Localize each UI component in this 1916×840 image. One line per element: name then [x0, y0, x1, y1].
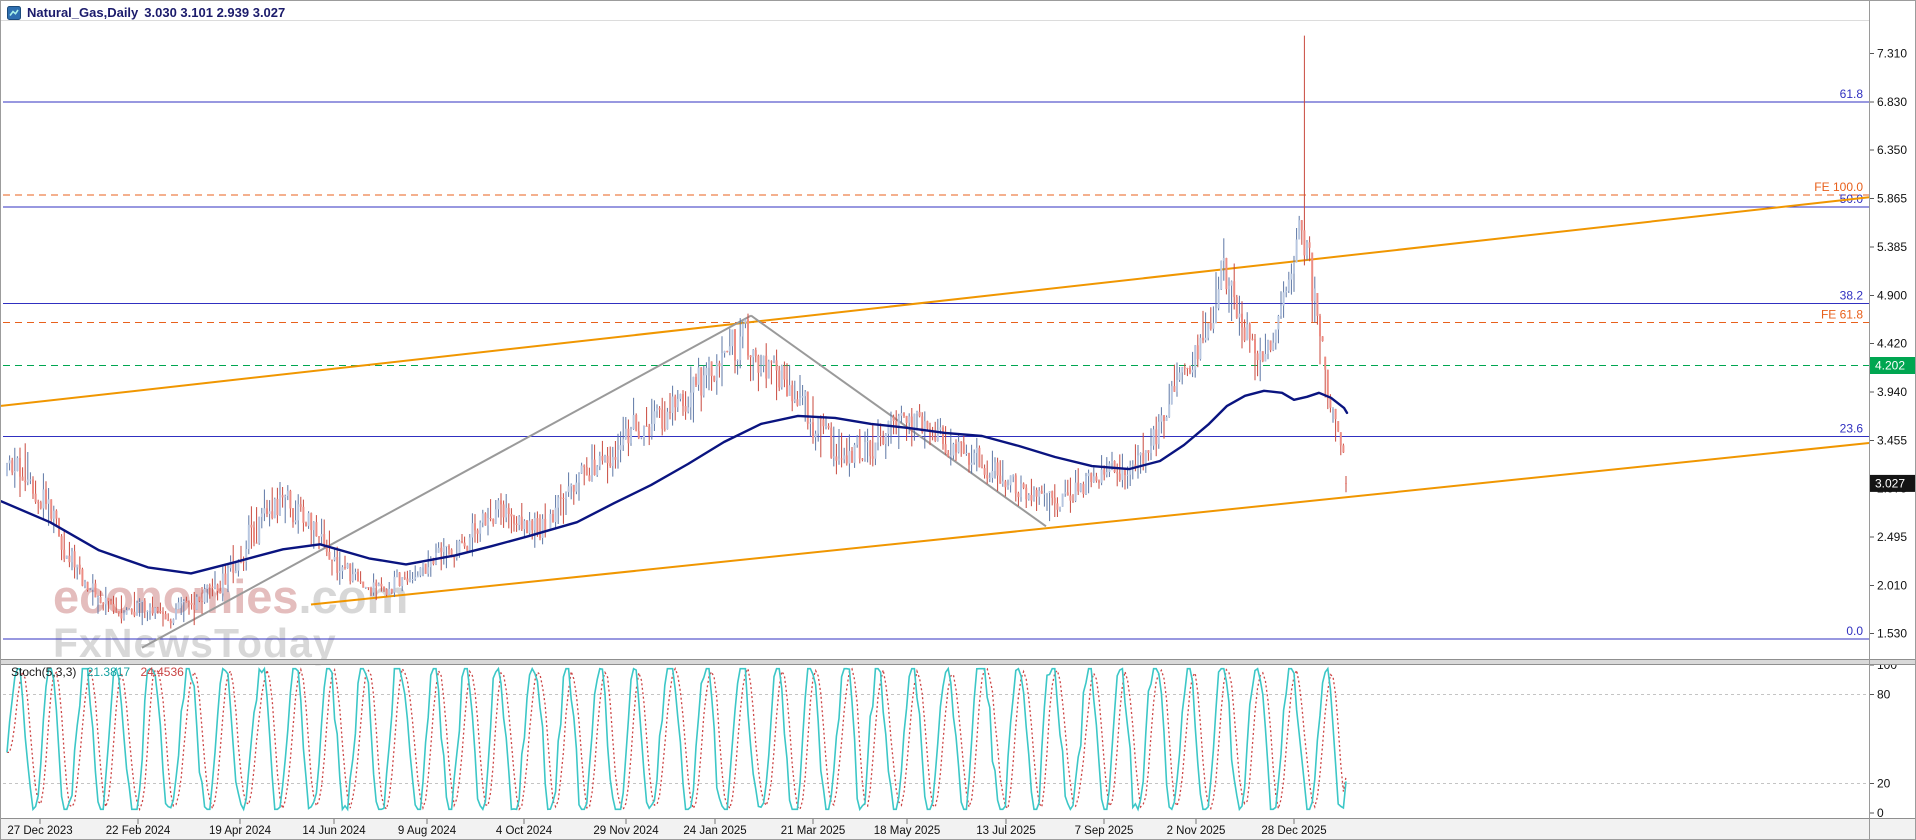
date-tick: 19 Apr 2024 — [209, 825, 272, 837]
watermark-subtitle: FxNewsToday — [53, 622, 408, 665]
svg-text:3.027: 3.027 — [1875, 476, 1905, 490]
level-label: FE 100.0 — [1814, 180, 1863, 194]
svg-text:80: 80 — [1877, 688, 1891, 702]
channel-upper-line[interactable] — [1, 196, 1870, 407]
price-tick: 3.940 — [1877, 385, 1907, 399]
date-tick: 22 Feb 2024 — [106, 825, 171, 837]
fib-levels: 61.8FE 100.050.038.2FE 61.823.60.0 — [3, 87, 1869, 640]
time-axis[interactable] — [1, 819, 1916, 840]
panel-splitter[interactable] — [1, 659, 1916, 665]
chart-icon — [7, 5, 21, 20]
date-tick: 4 Oct 2024 — [496, 825, 553, 837]
level-label: 38.2 — [1840, 289, 1864, 303]
level-price-badge: 4.202 — [1870, 357, 1915, 374]
price-tick: 4.420 — [1877, 337, 1907, 351]
date-tick: 2 Nov 2025 — [1167, 825, 1226, 837]
price-tick: 1.530 — [1877, 627, 1907, 641]
ohlc-values: 3.030 3.101 2.939 3.027 — [144, 5, 286, 20]
price-tick: 5.865 — [1877, 192, 1907, 206]
svg-text:20: 20 — [1877, 776, 1891, 790]
date-tick: 18 May 2025 — [874, 825, 941, 837]
trend-up-line[interactable] — [141, 314, 752, 649]
date-tick: 24 Jan 2025 — [683, 825, 746, 837]
stochastic-name: Stoch(5,3,3) — [11, 665, 77, 679]
moving-average-line — [1, 389, 1349, 575]
price-tick: 4.900 — [1877, 289, 1907, 303]
stochastic-k-line — [6, 666, 1347, 812]
svg-text:4.202: 4.202 — [1875, 359, 1905, 373]
price-tick: 3.455 — [1877, 434, 1907, 448]
price-axis[interactable] — [1870, 1, 1916, 818]
date-tick: 28 Dec 2025 — [1261, 825, 1326, 837]
chart-plot-area[interactable] — [3, 21, 1869, 659]
stochastic-panel[interactable] — [3, 665, 1869, 813]
level-label: FE 61.8 — [1821, 308, 1863, 322]
date-tick: 21 Mar 2025 — [781, 825, 846, 837]
current-price-badge: 3.027 — [1870, 474, 1915, 492]
date-tick: 14 Jun 2024 — [302, 825, 366, 837]
date-tick: 29 Nov 2024 — [593, 825, 659, 837]
candlestick-series — [6, 35, 1347, 629]
price-tick: 6.830 — [1877, 95, 1907, 109]
date-tick: 13 Jul 2025 — [976, 825, 1035, 837]
stochastic-k-value: 21.3817 — [86, 665, 131, 679]
price-axis-labels: 7.310 6.830 6.350 5.865 5.385 4.900 4.420 3.940… — [1869, 47, 1907, 641]
stochastic-d-value: 24.4536 — [140, 665, 184, 679]
price-tick: 2.010 — [1877, 578, 1907, 592]
price-tick: 2.495 — [1877, 530, 1907, 544]
date-tick: 9 Aug 2024 — [398, 825, 457, 837]
price-tick: 6.350 — [1877, 143, 1907, 157]
symbol-timeframe-label: Natural_Gas,Daily — [27, 5, 139, 20]
chart-title: Natural_Gas,Daily 3.030 3.101 2.939 3.02… — [7, 5, 285, 20]
date-tick: 27 Dec 2023 — [7, 825, 72, 837]
price-tick: 5.385 — [1877, 240, 1907, 254]
time-axis-labels: 27 Dec 2023 22 Feb 2024 19 Apr 2024 14 Jun … — [7, 819, 1327, 837]
level-label: 61.8 — [1840, 87, 1864, 101]
channel-lower-line[interactable] — [310, 442, 1870, 606]
level-label: 23.6 — [1840, 421, 1864, 435]
price-tick: 7.310 — [1877, 47, 1907, 61]
stochastic-indicator-label: Stoch(5,3,3) 21.3817 24.4536 — [11, 665, 184, 679]
level-label: 0.0 — [1846, 624, 1863, 638]
date-tick: 7 Sep 2025 — [1075, 825, 1134, 837]
svg-text:0: 0 — [1877, 806, 1884, 820]
